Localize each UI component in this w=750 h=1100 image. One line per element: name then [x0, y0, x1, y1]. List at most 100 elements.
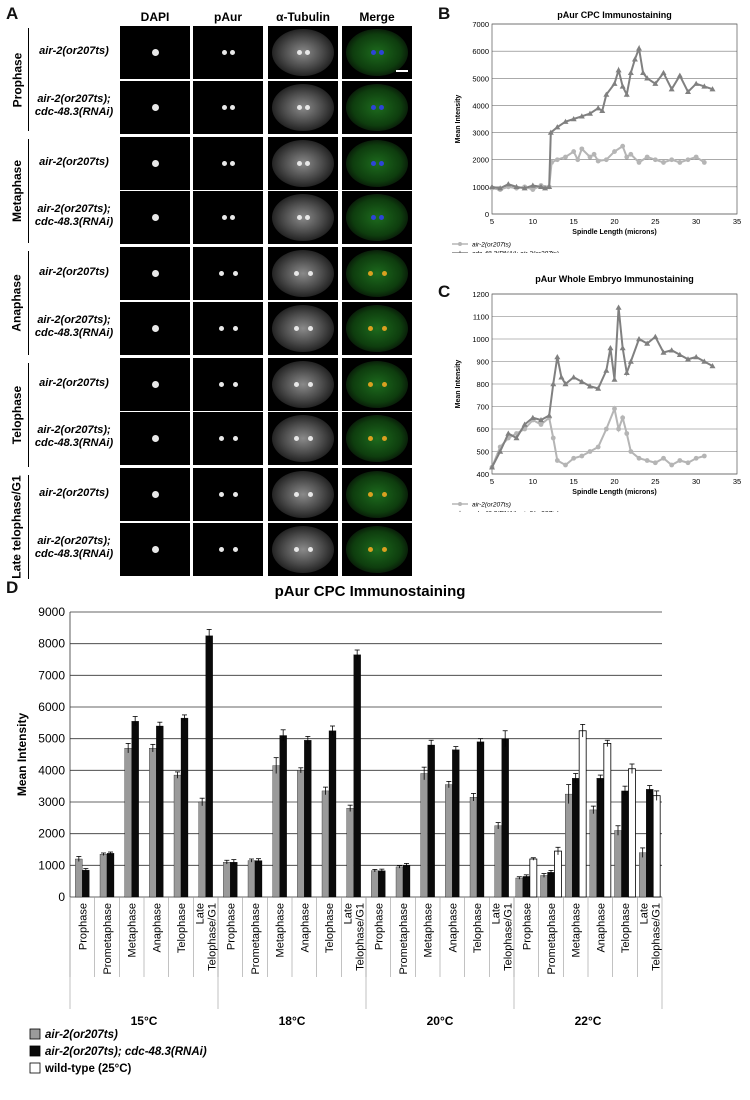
signal-spot: [296, 104, 302, 110]
data-point: [652, 333, 659, 339]
signal-spot: [218, 492, 224, 497]
group-label: 22°C: [575, 1014, 602, 1028]
data-point: [661, 455, 666, 461]
x-tick-label: 25: [651, 217, 659, 226]
signal-spot: [218, 325, 224, 331]
bar: [304, 740, 312, 898]
data-point: [521, 185, 528, 191]
legend-label: air-2(or207ts): [472, 242, 511, 249]
category-label: Anaphase: [151, 903, 163, 953]
data-point: [505, 181, 512, 187]
data-point: [578, 378, 585, 384]
micrograph-cell: [193, 301, 263, 355]
category-label: Telophase: [176, 903, 188, 953]
bar: [614, 830, 622, 898]
bar: [149, 748, 157, 898]
data-point: [595, 158, 601, 164]
data-point: [652, 460, 658, 466]
data-point: [615, 67, 622, 73]
data-point: [546, 412, 553, 418]
micrograph-cell: [120, 80, 190, 134]
data-point: [607, 345, 614, 351]
data-point: [571, 149, 577, 154]
embryo-stain: [272, 250, 334, 297]
bar: [272, 765, 280, 898]
strain-label: air-2(or207ts); cdc-48.3(RNAi): [34, 313, 114, 339]
bar: [639, 852, 647, 898]
bar: [180, 717, 189, 898]
y-tick-label: 700: [476, 403, 489, 412]
data-point: [546, 183, 553, 190]
bar: [395, 866, 404, 898]
signal-spot: [293, 546, 299, 552]
signal-spot: [381, 271, 387, 276]
signal-spot: [293, 271, 299, 276]
strain-label: air-2(or207ts): [39, 266, 109, 278]
embryo-stain: [272, 139, 334, 187]
micrograph-cell: [342, 468, 412, 521]
signal-spot: [218, 271, 224, 276]
bar: [452, 749, 460, 898]
bar: [515, 877, 523, 898]
data-point: [644, 340, 651, 346]
signal-spot: [218, 381, 224, 387]
strain-label: air-2(or207ts): [39, 376, 109, 389]
micrograph-cell: [268, 80, 338, 134]
group-label: 15°C: [131, 1014, 158, 1028]
y-axis-label: Mean Intensity: [15, 713, 29, 797]
legend-swatch: [29, 1062, 41, 1074]
signal-spot: [218, 436, 224, 441]
data-point: [611, 80, 618, 86]
signal-spot: [378, 215, 384, 220]
phase-label: Metaphase: [10, 159, 24, 222]
bar: [603, 743, 612, 898]
x-tick-label: 30: [692, 477, 700, 486]
data-point: [595, 444, 601, 450]
category-label: Telophase: [324, 903, 336, 953]
micrograph-cell: [342, 412, 412, 465]
signal-spot: [232, 492, 238, 497]
bar: [230, 862, 238, 898]
category-label: Prophase: [77, 903, 89, 950]
data-point: [624, 154, 630, 160]
legend-label: wild-type (25°C): [44, 1063, 132, 1075]
data-point: [562, 381, 569, 387]
plot-frame: [491, 23, 738, 215]
signal-spot: [151, 49, 159, 56]
category-label: Prophase: [373, 903, 385, 950]
signal-spot: [151, 545, 159, 553]
bar: [173, 774, 182, 898]
data-point: [558, 374, 565, 380]
data-point: [676, 351, 683, 357]
y-tick-label: 1000: [38, 858, 65, 872]
strain-label: air-2(or207ts): [39, 487, 109, 499]
data-point: [636, 336, 642, 342]
x-tick-label: 10: [529, 477, 537, 486]
category-label: Telophase/G1: [355, 903, 367, 971]
bar: [469, 797, 478, 898]
data-point: [620, 415, 626, 421]
signal-spot: [370, 215, 376, 220]
data-point: [611, 376, 618, 382]
data-point: [669, 157, 675, 163]
phase-label: Telophase: [10, 385, 24, 444]
signal-spot: [221, 104, 227, 110]
micrograph-cell: [193, 247, 263, 300]
y-axis-label: Mean Intensity: [455, 360, 462, 409]
data-point: [701, 358, 708, 364]
legend-marker: [458, 242, 462, 246]
strain-label: air-2(or207ts): [39, 45, 109, 57]
data-point: [628, 449, 634, 454]
data-point: [587, 383, 593, 389]
bar: [445, 784, 453, 898]
micrograph-cell: [342, 191, 412, 244]
data-point: [652, 157, 658, 163]
micrograph-cell: [120, 412, 190, 465]
category-label: Telophase/G1: [503, 903, 515, 971]
micrograph-cell: [268, 247, 338, 300]
bar: [522, 876, 530, 898]
data-point: [668, 86, 675, 92]
micrograph-cell: [193, 357, 263, 411]
y-tick-label: 900: [476, 358, 489, 367]
data-point: [709, 86, 716, 92]
